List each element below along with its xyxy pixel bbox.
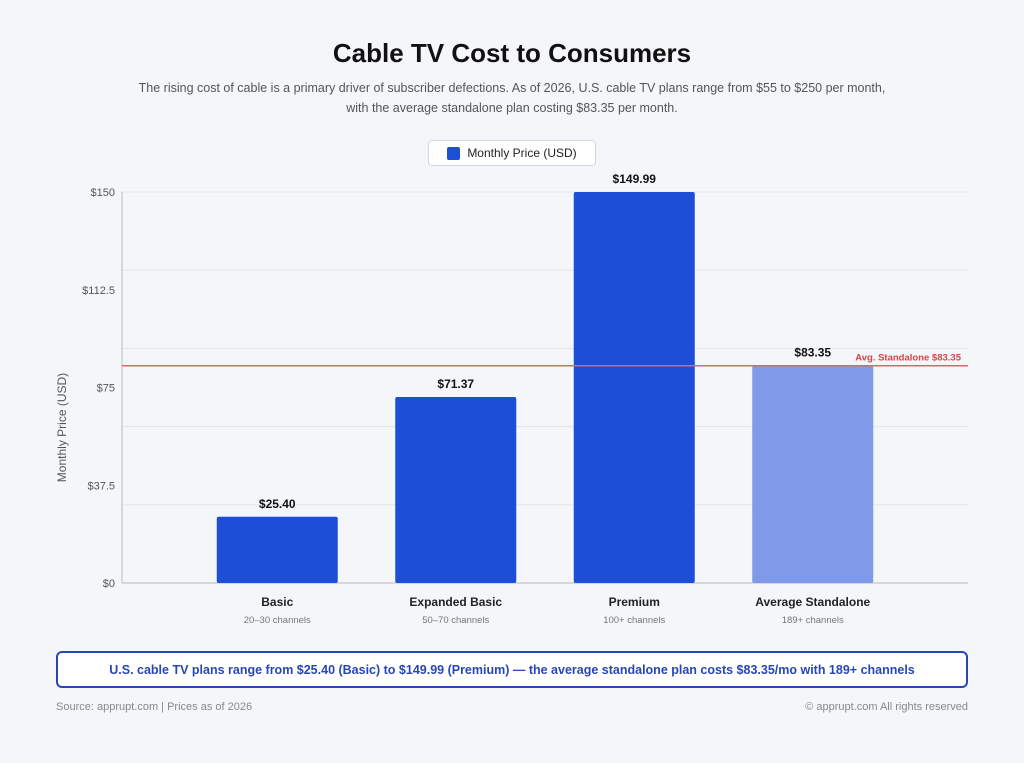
- bar: [216, 516, 338, 583]
- bar-value-label: $25.40: [259, 497, 296, 511]
- x-category-sublabel: 20–30 channels: [244, 615, 311, 626]
- chart-title: Cable TV Cost to Consumers: [332, 38, 692, 68]
- bar: [573, 192, 695, 583]
- legend-label: Monthly Price (USD): [467, 146, 577, 160]
- reference-line-label: Avg. Standalone $83.35: [855, 353, 961, 364]
- y-tick-label: $37.5: [87, 480, 115, 492]
- summary-callout: U.S. cable TV plans range from $25.40 (B…: [56, 651, 968, 688]
- bar: [395, 396, 517, 583]
- subtitle-line-1: The rising cost of cable is a primary dr…: [138, 81, 886, 95]
- x-category-sublabel: 189+ channels: [782, 615, 844, 626]
- bar: [752, 365, 874, 583]
- bar-value-label: $149.99: [613, 172, 657, 186]
- x-category-label: Expanded Basic: [409, 595, 502, 609]
- y-tick-label: $0: [103, 578, 115, 590]
- footer-source: Source: apprupt.com | Prices as of 2026: [56, 701, 253, 713]
- bar-value-label: $71.37: [437, 377, 474, 391]
- y-tick-label: $112.5: [82, 285, 115, 297]
- x-category-label: Average Standalone: [755, 595, 870, 609]
- x-category-sublabel: 100+ channels: [603, 615, 665, 626]
- chart-subtitle: The rising cost of cable is a primary dr…: [120, 78, 904, 118]
- y-tick-label: $150: [91, 187, 115, 199]
- footer-copyright: © apprupt.com All rights reserved: [805, 701, 968, 713]
- subtitle-line-2: with the average standalone plan costing…: [346, 101, 678, 115]
- x-category-label: Basic: [261, 595, 293, 609]
- chart-legend[interactable]: Monthly Price (USD): [428, 140, 596, 166]
- y-tick-label: $75: [97, 383, 115, 395]
- y-axis-label: Monthly Price (USD): [55, 373, 69, 482]
- bar-chart: $0 $37.5 $75 $112.5 $150 Monthly Price (USD) $…: [55, 172, 968, 626]
- x-category-label: Premium: [609, 595, 660, 609]
- bar-value-label: $83.35: [794, 346, 831, 360]
- x-category-sublabel: 50–70 channels: [422, 615, 489, 626]
- legend-swatch: [447, 146, 461, 160]
